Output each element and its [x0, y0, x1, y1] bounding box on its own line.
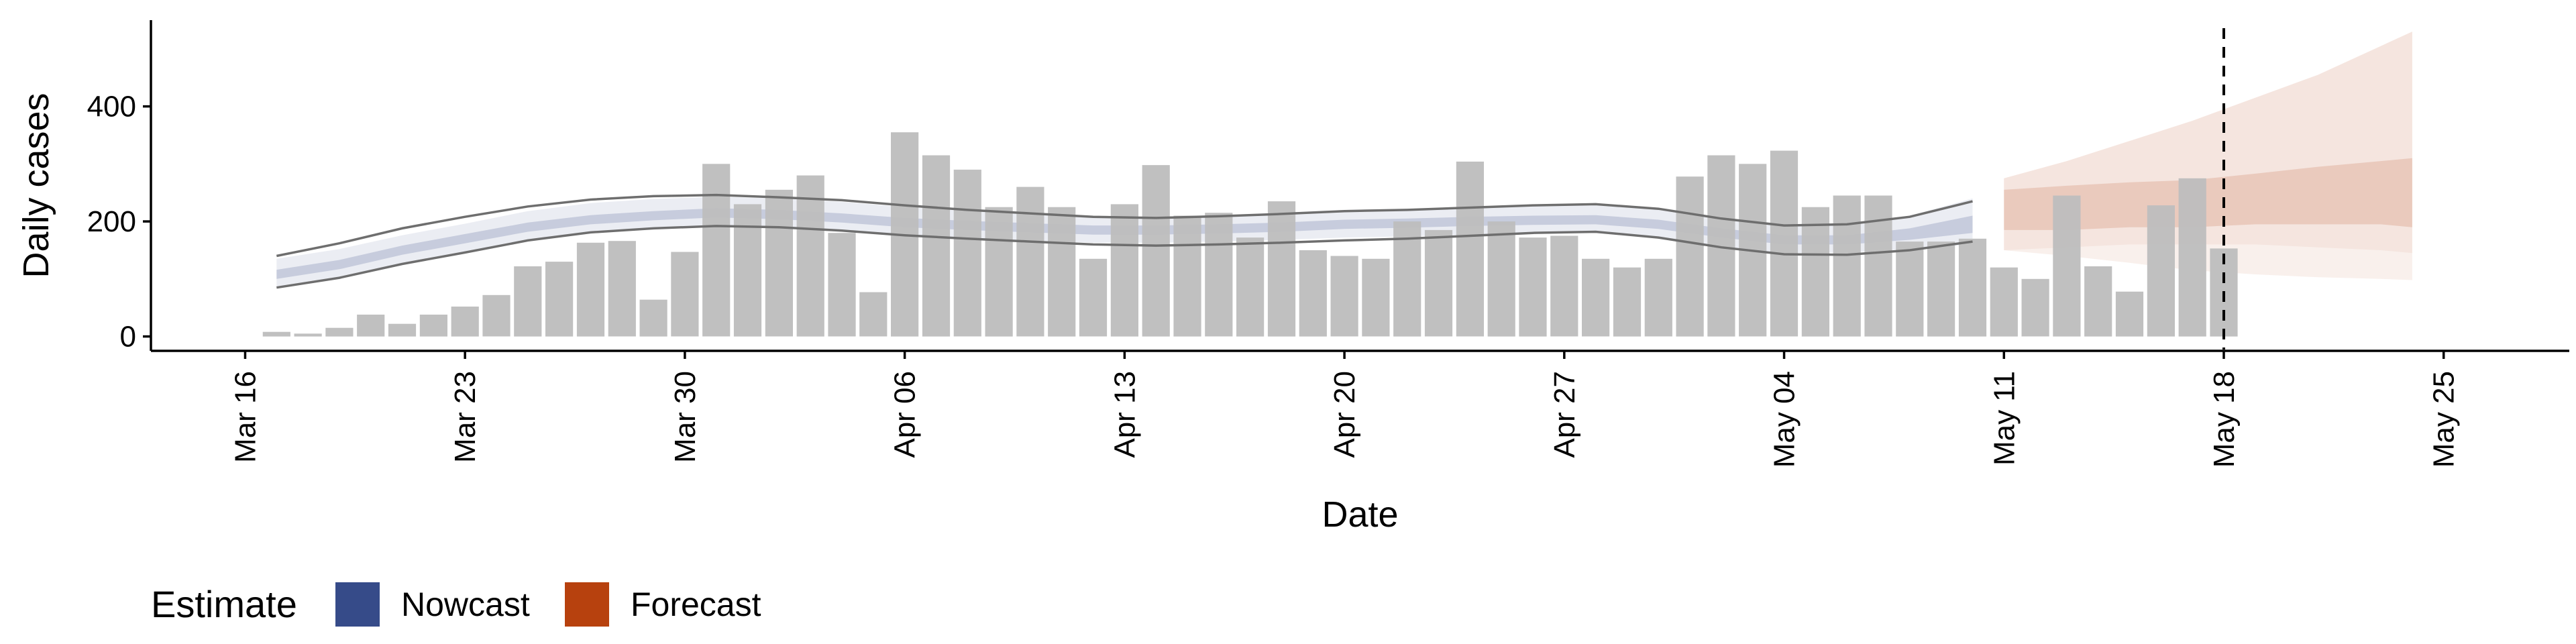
- bar-2020-05-14: [2084, 266, 2112, 337]
- bar-2020-04-16: [1205, 213, 1233, 337]
- axes-layer: [143, 20, 2569, 359]
- x-tick-label-2020-04-06: Apr 06: [889, 371, 922, 458]
- legend-title: Estimate: [151, 583, 297, 625]
- bar-2020-03-27: [576, 242, 605, 337]
- x-tick-label-2020-05-25: May 25: [2428, 371, 2461, 468]
- x-tick-label-2020-05-18: May 18: [2208, 371, 2241, 468]
- bar-2020-04-27: [1550, 235, 1578, 337]
- bar-2020-05-01: [1676, 176, 1704, 337]
- bar-2020-04-03: [796, 175, 824, 337]
- forecast-wide-band: [2004, 32, 2412, 280]
- bar-2020-05-09: [1927, 241, 1955, 337]
- legend-label-nowcast: Nowcast: [401, 586, 530, 623]
- y-tick-label-400: 400: [87, 91, 136, 123]
- y-tick-label-0: 0: [120, 321, 136, 354]
- bar-2020-04-20: [1330, 256, 1358, 337]
- bar-2020-03-23: [451, 307, 479, 337]
- forecast-wide-band-layer: [2004, 32, 2412, 280]
- bar-2020-04-28: [1582, 258, 1610, 337]
- bar-2020-03-31: [702, 164, 731, 337]
- x-tick-label-2020-04-27: Apr 27: [1548, 371, 1581, 458]
- bar-2020-05-12: [2021, 278, 2049, 337]
- forecast-outer-band-layer: [2004, 32, 2412, 254]
- forecast-inner-band-layer: [2004, 158, 2412, 230]
- bar-2020-05-13: [2053, 195, 2081, 337]
- legend-swatch-forecast: [565, 582, 609, 627]
- bar-2020-03-30: [671, 252, 699, 337]
- bar-2020-03-29: [639, 299, 667, 337]
- bar-2020-05-08: [1896, 241, 1924, 337]
- bar-2020-04-18: [1267, 201, 1296, 337]
- bar-2020-04-01: [733, 204, 762, 337]
- bar-2020-04-04: [828, 233, 856, 337]
- bar-2020-03-18: [294, 333, 322, 337]
- bar-2020-04-24: [1456, 161, 1484, 337]
- bar-2020-04-30: [1644, 258, 1672, 337]
- bar-2020-04-21: [1362, 258, 1390, 337]
- bar-2020-04-15: [1173, 215, 1201, 337]
- bar-2020-05-16: [2147, 205, 2175, 337]
- bar-2020-03-26: [545, 262, 574, 337]
- bar-2020-04-19: [1299, 250, 1327, 337]
- bar-2020-04-07: [922, 155, 951, 337]
- bar-2020-05-07: [1864, 195, 1892, 337]
- bar-2020-03-21: [388, 323, 417, 337]
- bar-2020-03-19: [325, 327, 354, 337]
- bar-2020-03-28: [608, 241, 636, 337]
- bar-2020-04-05: [859, 292, 888, 337]
- x-tick-label-2020-04-13: Apr 13: [1108, 371, 1141, 458]
- bar-2020-03-24: [482, 294, 511, 337]
- bar-2020-03-25: [514, 266, 542, 337]
- x-axis-title: Date: [1322, 494, 1398, 535]
- bar-2020-05-11: [1990, 267, 2018, 337]
- bar-2020-04-23: [1424, 229, 1453, 337]
- bar-2020-05-15: [2115, 291, 2144, 337]
- legend-swatch-nowcast: [335, 582, 380, 627]
- bar-2020-04-26: [1519, 237, 1547, 337]
- bar-2020-04-29: [1613, 267, 1642, 337]
- bar-2020-04-09: [985, 207, 1013, 337]
- x-tick-label-2020-03-30: Mar 30: [669, 371, 702, 463]
- bar-2020-04-17: [1236, 237, 1265, 337]
- nowcast-upper-line: [276, 193, 1973, 258]
- nowcast-lower-line: [276, 225, 1973, 289]
- bar-2020-04-11: [1048, 207, 1076, 337]
- y-axis-title: Daily cases: [16, 93, 56, 278]
- bar-2020-04-02: [765, 189, 793, 337]
- forecast-outer-band: [2004, 32, 2412, 254]
- bars-layer: [262, 132, 2238, 337]
- bar-2020-03-17: [262, 331, 290, 337]
- x-tick-label-2020-05-11: May 11: [1988, 371, 2021, 466]
- bar-2020-04-12: [1079, 258, 1108, 337]
- bar-2020-05-06: [1833, 195, 1861, 337]
- tick-labels-layer: 0 200 400 Mar 16 Mar 23 Mar 30 Apr 06 Apr 13 Apr…: [87, 91, 2461, 468]
- bar-2020-05-05: [1801, 207, 1829, 337]
- bar-2020-05-04: [1770, 150, 1799, 337]
- forecast-inner-band: [2004, 158, 2412, 230]
- bar-2020-04-10: [1016, 186, 1044, 337]
- bar-2020-04-08: [953, 169, 981, 337]
- x-tick-label-2020-03-23: Mar 23: [449, 371, 482, 463]
- bar-2020-04-14: [1142, 165, 1170, 337]
- bar-2020-03-22: [419, 315, 447, 337]
- legend: Estimate Nowcast Forecast: [151, 582, 761, 627]
- x-tick-label-2020-04-20: Apr 20: [1328, 371, 1361, 458]
- x-tick-label-2020-05-04: May 04: [1768, 371, 1801, 468]
- bar-2020-04-22: [1393, 221, 1421, 337]
- x-tick-label-2020-03-16: Mar 16: [229, 371, 262, 463]
- bar-2020-05-17: [2178, 178, 2206, 337]
- y-tick-label-200: 200: [87, 205, 136, 238]
- bar-2020-03-20: [357, 315, 385, 337]
- bar-2020-05-10: [1958, 238, 1987, 337]
- bar-2020-04-13: [1110, 204, 1138, 337]
- interval-lines-layer: [276, 28, 2225, 350]
- bar-2020-04-25: [1487, 221, 1515, 337]
- legend-label-forecast: Forecast: [631, 586, 761, 623]
